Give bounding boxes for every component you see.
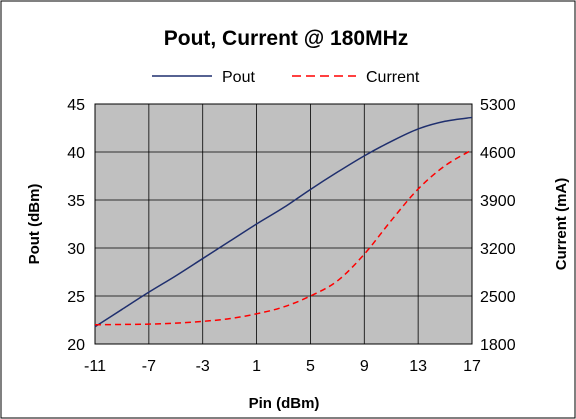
series-layer: [94, 116, 473, 328]
y-tick-label: 45: [67, 97, 85, 114]
y2-tick-label: 1800: [480, 337, 516, 354]
y-tick-label: 35: [67, 193, 85, 210]
x-tick-label: -7: [142, 358, 156, 375]
y2-axis-label: Current (mA): [553, 178, 570, 271]
x-tick-label: 13: [409, 358, 427, 375]
y2-tick-label: 2500: [480, 289, 516, 306]
y-tick-label: 30: [67, 241, 85, 258]
y-tick-label: 20: [67, 337, 85, 354]
plot-area: [94, 103, 473, 345]
y2-tick-label: 4600: [480, 145, 516, 162]
y2-tick-label: 3200: [480, 241, 516, 258]
y2-tick-label: 3900: [480, 193, 516, 210]
chart-title: Pout, Current @ 180MHz: [164, 27, 409, 50]
y2-tick-label: 5300: [480, 97, 516, 114]
legend: Pout Current: [152, 69, 420, 86]
series-line-current: [94, 149, 473, 326]
legend-pout-label: Pout: [222, 69, 255, 86]
x-tick-label: -11: [84, 358, 106, 375]
x-tick-label: 5: [306, 358, 315, 375]
series-line-pout: [94, 116, 473, 328]
x-tick-label: 9: [360, 358, 369, 375]
x-tick-label: 17: [463, 358, 481, 375]
y-tick-label: 40: [67, 145, 85, 162]
y-axis-label: Pout (dBm): [26, 184, 43, 265]
y-tick-label: 25: [67, 289, 85, 306]
legend-current-label: Current: [366, 69, 420, 86]
gridlines: [95, 104, 472, 344]
x-axis-label: Pin (dBm): [249, 395, 320, 412]
tick-labels: -11 -7 -3 1 5 9 13 17 20 25 30 35 40 45 1800 2500 3200 39…: [67, 97, 515, 375]
x-tick-label: -3: [196, 358, 210, 375]
x-tick-label: 1: [252, 358, 261, 375]
